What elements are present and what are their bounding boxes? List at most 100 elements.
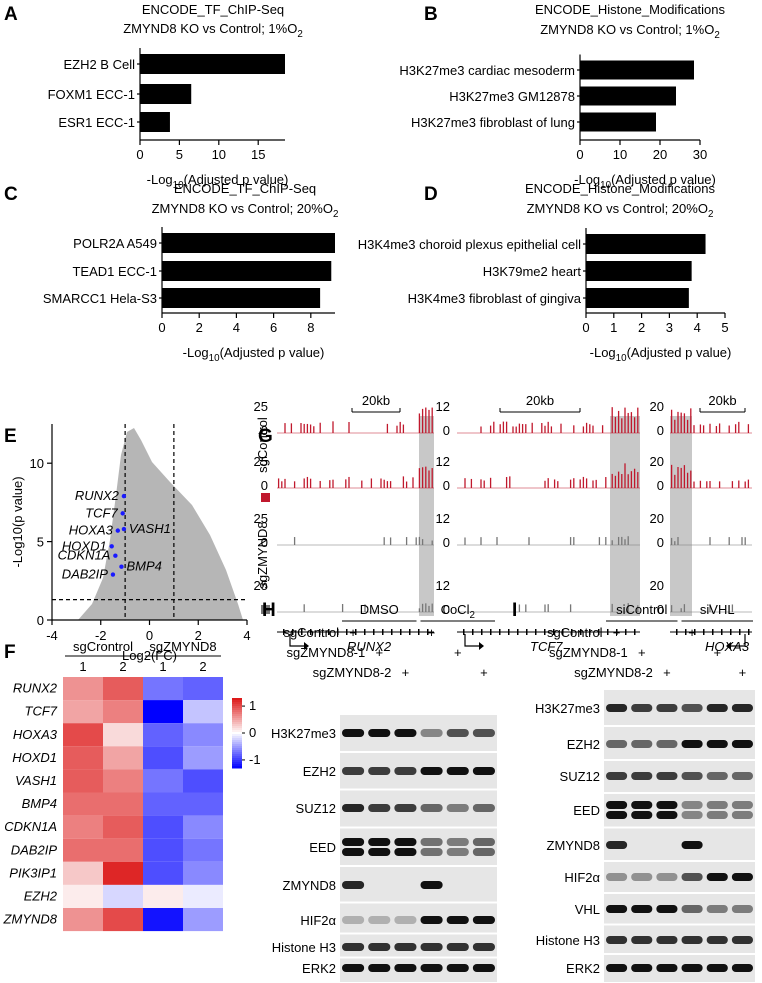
row-label: VASH1	[15, 773, 57, 788]
category-label: H3K4me3 fibroblast of gingiva	[408, 291, 582, 306]
protein-label: H3K27me3	[535, 701, 600, 716]
text-part: ZMYND8 KO vs Control; 1%O	[123, 21, 297, 36]
subscript: 10	[616, 353, 627, 364]
exon	[517, 629, 519, 635]
blot-band	[706, 772, 728, 780]
protein-label: H3K27me3	[271, 726, 336, 741]
blot-background	[604, 761, 755, 792]
blot-band	[706, 801, 728, 809]
heatmap-cell	[183, 861, 223, 885]
heatmap-cell	[63, 769, 103, 793]
blot-background	[340, 903, 497, 933]
heatmap-cell	[183, 746, 223, 770]
track-max-label: 20	[650, 578, 664, 593]
track-min-label: 0	[443, 602, 450, 617]
exon	[526, 629, 528, 635]
panel-letter: B	[424, 4, 438, 25]
blot-background	[340, 715, 497, 751]
heatmap-cell	[103, 746, 143, 770]
blot-band	[606, 936, 628, 944]
exon	[694, 629, 696, 635]
colorbar-step	[232, 728, 242, 731]
blot-band	[656, 964, 678, 972]
condition-label: sgControl	[283, 625, 339, 640]
protein-label: EZH2	[567, 737, 600, 752]
category-label: H3K4me3 choroid plexus epithelial cell	[358, 237, 581, 252]
exon	[364, 629, 366, 635]
exon	[508, 629, 510, 635]
protein-label: Histone H3	[536, 933, 600, 948]
panel-letter: C	[4, 184, 18, 205]
tss-arrowhead	[479, 642, 484, 650]
y-axis-label: -Log10(p value)	[10, 476, 25, 567]
blot-band	[368, 804, 391, 812]
bar	[162, 261, 332, 281]
colorbar-step	[232, 716, 242, 719]
bar	[586, 234, 706, 254]
labeled-point	[121, 493, 127, 499]
x-axis-label: -Log10(Adjusted p value)	[147, 172, 289, 191]
exon	[721, 629, 723, 635]
heatmap-cell	[103, 792, 143, 816]
exon	[589, 629, 591, 635]
blot-band	[631, 964, 653, 972]
heatmap-cell	[143, 677, 183, 701]
tss-arrowhead	[726, 642, 731, 650]
blot-band	[681, 811, 703, 819]
heatmap-cell	[63, 838, 103, 862]
gene-label: TCF7	[85, 505, 118, 520]
blot-band	[731, 704, 753, 712]
blot-band	[394, 729, 417, 737]
blot-background	[340, 753, 497, 789]
blot-band	[606, 873, 628, 881]
exon	[283, 629, 285, 635]
blot-band	[631, 905, 653, 913]
x-tick-label: 4	[243, 628, 250, 643]
text-part: (Adjusted p value)	[611, 172, 716, 187]
blot-band	[446, 838, 469, 846]
condition-mark: +	[663, 665, 671, 680]
blot-band	[446, 767, 469, 775]
tss-arrow	[731, 634, 746, 647]
text-part: ZMYND8 KO vs Control; 20%O	[152, 201, 333, 216]
heatmap-cell	[103, 677, 143, 701]
gene-label: VASH1	[129, 521, 171, 536]
bar	[580, 112, 656, 132]
condition-label: sgZMYND8-2	[574, 665, 653, 680]
category-label: H3K79me2 heart	[483, 264, 582, 279]
x-tick-label: 0	[582, 320, 589, 335]
blot-band	[706, 936, 728, 944]
x-tick-label: 4	[233, 320, 240, 335]
colorbar-step	[232, 700, 242, 703]
exon	[319, 629, 321, 635]
blot-band	[656, 873, 678, 881]
text-part: (Adjusted p value)	[184, 172, 289, 187]
labeled-point	[110, 572, 116, 577]
heatmap-cell	[183, 700, 223, 724]
blot-band	[472, 838, 495, 846]
blot-band	[606, 811, 628, 819]
heatmap-cell	[183, 723, 223, 747]
track-min-label: 0	[443, 535, 450, 550]
gene-label: BMP4	[126, 559, 161, 574]
blot-band	[342, 943, 365, 951]
blot-band	[681, 801, 703, 809]
blot-band	[342, 964, 365, 972]
chart-subtitle: ZMYND8 KO vs Control; 20%O2	[152, 201, 339, 220]
blot-band	[731, 801, 753, 809]
scale-label: 20kb	[362, 393, 390, 408]
gene-name: RUNX2	[347, 639, 392, 654]
gene-label: DAB2IP	[62, 567, 109, 582]
x-tick-label: 6	[270, 320, 277, 335]
blot-band	[656, 801, 678, 809]
treatment-label: siControl	[616, 602, 667, 617]
blot-band	[368, 943, 391, 951]
point-cloud	[78, 428, 243, 620]
bar	[140, 112, 170, 132]
column-label: 1	[159, 659, 166, 674]
blot-band	[706, 964, 728, 972]
heatmap-cell	[143, 769, 183, 793]
heatmap-cell	[183, 677, 223, 701]
blot-band	[731, 740, 753, 748]
blot-band	[446, 729, 469, 737]
